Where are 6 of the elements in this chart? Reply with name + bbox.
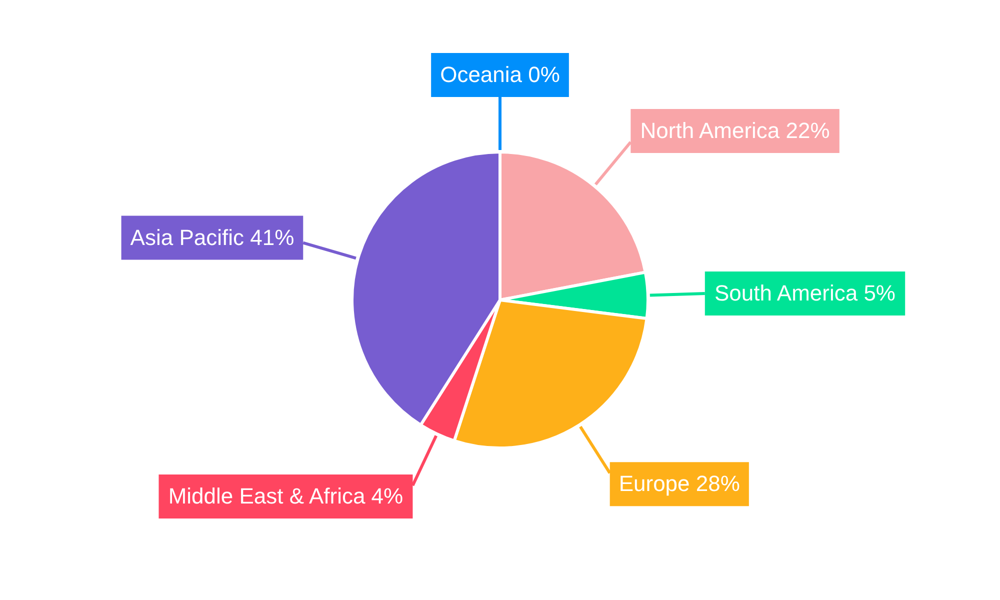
slice-label: Europe 28% [618, 471, 740, 496]
slice-label: Asia Pacific 41% [130, 224, 294, 250]
slice-label: South America 5% [714, 280, 896, 306]
category-label: Oceania 0% [440, 62, 560, 87]
slice-label: North America 22% [640, 118, 830, 144]
slice-label: Middle East & Africa 4% [168, 483, 404, 508]
